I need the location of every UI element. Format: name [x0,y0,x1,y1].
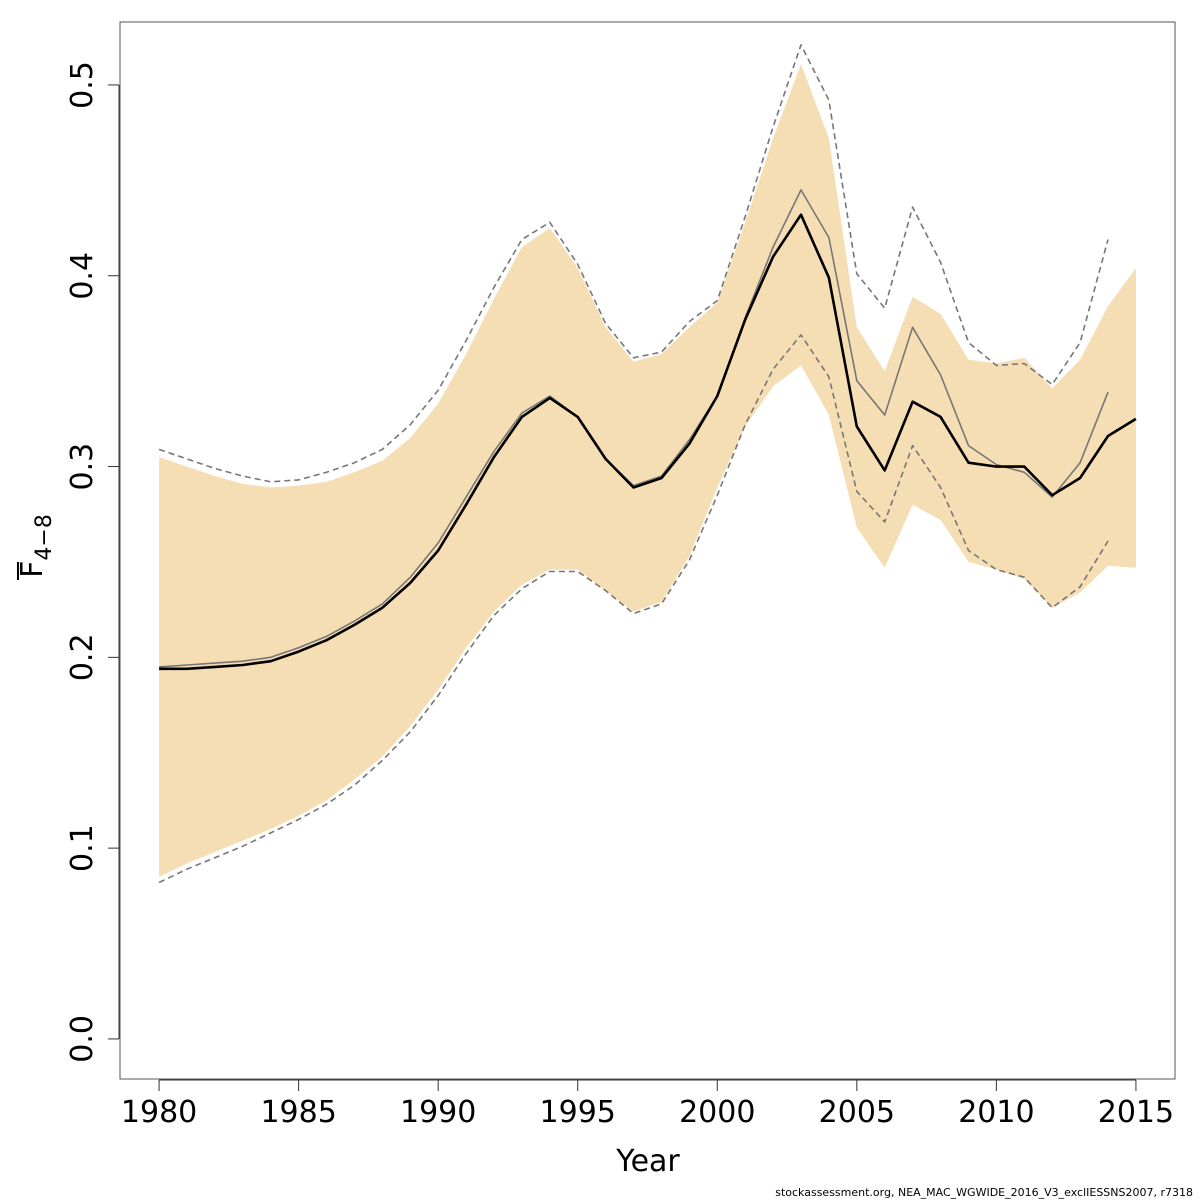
x-tick-label: 1985 [260,1095,336,1130]
footer-credit: stockassessment.org, NEA_MAC_WGWIDE_2016… [775,1186,1193,1199]
y-axis-title-subscript: 4−8 [32,514,57,560]
y-tick-label: 0.5 [65,61,100,109]
y-tick-label: 0.4 [65,252,100,300]
x-tick-label: 1980 [121,1095,197,1130]
x-tick-label: 2000 [679,1095,755,1130]
y-axis: 0.0 0.1 0.2 0.3 0.4 0.5 [65,61,120,1063]
y-axis-title-main: F [15,561,50,578]
y-axis-title: F4−8 [15,514,57,580]
x-tick-label: 2015 [1098,1095,1174,1130]
previous-estimate-line [159,189,1109,668]
x-tick-label: 1990 [400,1095,476,1130]
svg-text:F4−8: F4−8 [15,514,57,578]
y-tick-label: 0.1 [65,824,100,872]
x-tick-label: 2010 [958,1095,1034,1130]
plot-frame [119,21,1176,1080]
x-axis: 1980 1985 1990 1995 2000 2005 2010 2015 [121,1079,1174,1130]
confidence-band [159,64,1136,877]
previous-lower-bound-line [158,334,1109,884]
previous-upper-bound-line [158,44,1109,483]
x-axis-title: Year [615,1144,680,1179]
y-tick-label: 0.2 [65,633,100,681]
y-tick-label: 0.3 [65,443,100,491]
x-tick-label: 1995 [540,1095,616,1130]
plot-area [158,44,1137,884]
x-tick-label: 2005 [819,1095,895,1130]
estimate-line [159,213,1137,671]
y-tick-label: 0.0 [65,1015,100,1063]
